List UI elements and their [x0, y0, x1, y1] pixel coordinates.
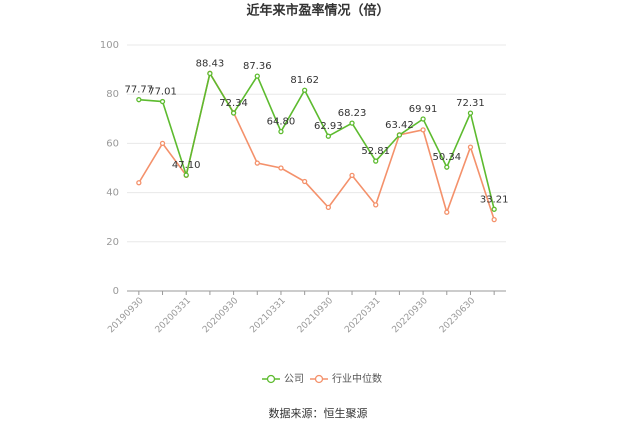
data-point	[420, 116, 426, 122]
x-tick-label: 20220930	[391, 296, 431, 336]
legend-label: 行业中位数	[332, 372, 382, 385]
data-label: 50.34	[432, 152, 461, 163]
data-point	[207, 70, 213, 77]
source: 数据来源：恒生聚源	[269, 406, 368, 420]
y-tick-label: 40	[106, 188, 119, 199]
y-tick-label: 0	[113, 286, 119, 297]
data-label: 69.91	[409, 104, 438, 115]
x-tick-label: 20220331	[343, 296, 382, 335]
data-point	[136, 97, 142, 103]
data-point	[373, 202, 379, 208]
data-point	[159, 140, 166, 147]
data-label: 52.81	[361, 146, 390, 157]
data-label: 64.80	[267, 117, 296, 128]
data-point	[159, 98, 166, 105]
data-point	[183, 172, 189, 178]
data-point	[278, 165, 284, 171]
data-point	[302, 87, 308, 93]
data-label: 62.93	[314, 121, 343, 132]
data-point	[467, 110, 474, 116]
data-label: 63.42	[385, 120, 414, 131]
data-point	[491, 217, 497, 223]
data-point	[230, 110, 237, 116]
y-tick-label: 80	[106, 89, 119, 100]
data-point	[467, 144, 474, 150]
chart-title: 近年来市盈率情况（倍）	[246, 3, 389, 19]
data-point	[444, 209, 450, 215]
data-label: 72.31	[456, 98, 485, 109]
y-tick-label: 100	[100, 40, 119, 51]
x-tick-label: 20200331	[154, 296, 193, 335]
x-tick-label: 20210331	[248, 296, 287, 335]
series-line	[138, 71, 495, 210]
data-point	[420, 127, 426, 133]
data-point	[302, 178, 308, 185]
data-label: 87.36	[243, 61, 272, 72]
legend-label: 公司	[284, 374, 304, 385]
x-tick-label: 20230630	[438, 296, 478, 336]
y-tick-label: 20	[106, 237, 119, 248]
data-point	[349, 120, 355, 126]
x-tick-label: 20210930	[296, 296, 336, 336]
data-label: 72.34	[219, 98, 248, 109]
legend-marker	[314, 374, 324, 384]
data-point	[373, 158, 379, 164]
x-tick-label: 20200930	[201, 296, 241, 336]
data-label: 77.01	[148, 87, 177, 98]
y-tick-label: 60	[106, 138, 119, 149]
data-point	[254, 73, 260, 79]
data-point	[325, 133, 331, 139]
data-label: 77.77	[125, 85, 154, 96]
data-label: 68.23	[338, 108, 367, 119]
data-point	[278, 128, 284, 135]
data-label: 33.21	[480, 194, 509, 205]
legend-marker	[266, 374, 276, 384]
data-point	[136, 180, 142, 186]
data-label: 47.10	[172, 160, 201, 171]
data-label: 81.62	[290, 75, 319, 86]
data-point	[396, 132, 403, 138]
data-point	[444, 164, 450, 170]
x-tick-label: 20190930	[106, 296, 146, 336]
data-point	[325, 204, 331, 211]
data-point	[491, 206, 497, 212]
data-point	[349, 172, 355, 179]
data-label: 88.43	[196, 58, 225, 69]
data-point	[254, 160, 260, 166]
